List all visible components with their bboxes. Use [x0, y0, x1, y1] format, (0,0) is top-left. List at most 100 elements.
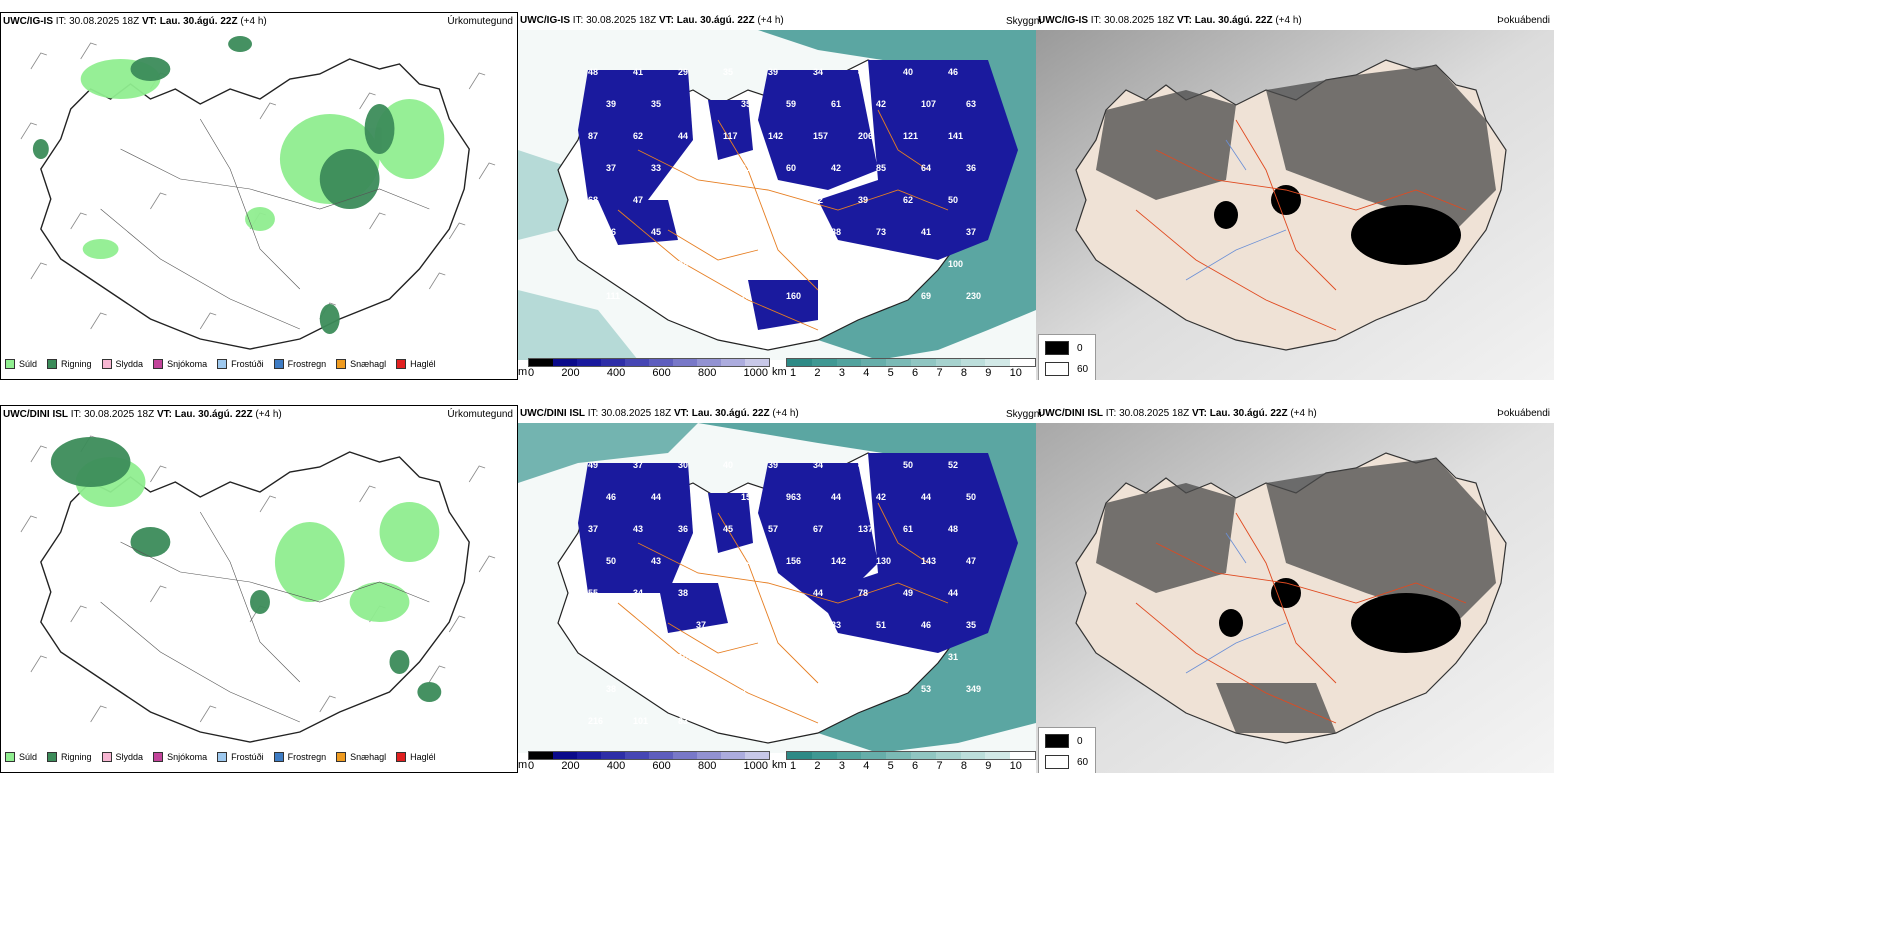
visibility-ticks: 1 2 3 4 5 6 7 8 9 10 — [790, 760, 1022, 772]
cloud-panel-top: UWC/IG-IS IT: 30.08.2025 18Z VT: Lau. 30… — [1036, 12, 1554, 380]
vis-value-label: 85 — [876, 291, 886, 301]
legend-swatch — [336, 359, 347, 369]
vis-value-label: 157 — [813, 131, 828, 141]
legend-item: Frostregn — [273, 752, 326, 762]
vis-value-label: 49 — [903, 588, 913, 598]
vis-value-label: 206 — [858, 131, 873, 141]
vis-value-label: 44 — [948, 588, 958, 598]
height-ticks: 0 200 400 600 800 1000 — [528, 367, 768, 379]
legend-item: Súld — [5, 752, 37, 762]
vis-value-label: 43 — [633, 524, 643, 534]
vis-value-label: 33 — [741, 684, 751, 694]
cloud-map — [1036, 423, 1554, 773]
vis-value-label: 37 — [696, 620, 706, 630]
vis-value-label: 46 — [921, 620, 931, 630]
legend-item: Frostúði — [217, 752, 264, 762]
road-lines — [617, 502, 949, 724]
vis-value-label: 142 — [768, 131, 783, 141]
legend-swatch — [1045, 734, 1069, 748]
vis-value-label: 349 — [966, 684, 981, 694]
vis-value-label: 64 — [921, 163, 931, 173]
vis-value-label: 36 — [606, 227, 616, 237]
vis-value-label: 52 — [903, 259, 913, 269]
vis-value-label: 117 — [723, 131, 738, 141]
height-unit: m — [518, 759, 528, 771]
vis-value-label: 50 — [948, 195, 958, 205]
vis-value-labels: 48 41 29 35 39 34 40 40 46 39 35 45 35 59 61 42 107 63 87 6… — [588, 67, 981, 301]
vis-value-label: 43 — [768, 259, 778, 269]
vis-value-label: 60 — [786, 163, 796, 173]
cloud-panel-bottom: UWC/DINI ISL IT: 30.08.2025 18Z VT: Lau.… — [1036, 405, 1554, 773]
road-lines — [100, 118, 430, 330]
vis-value-label: 73 — [876, 227, 886, 237]
visibility-colorbar-cells — [786, 751, 1036, 760]
vis-value-label: 34 — [903, 652, 913, 662]
vis-value-label: 43 — [858, 460, 868, 470]
vis-value-label: 44 — [921, 492, 931, 502]
vis-value-label: 78 — [858, 588, 868, 598]
vis-value-label: 63 — [966, 99, 976, 109]
visibility-colorbar: km 1 2 3 4 5 6 7 8 9 10 — [772, 751, 1036, 772]
vis-value-label: 34 — [633, 588, 643, 598]
precip-areas — [80, 59, 445, 259]
vis-value-label: 334 — [786, 684, 801, 694]
iceland-outline — [40, 58, 470, 350]
low-cloud-areas — [578, 453, 1018, 653]
vis-value-label: 160 — [786, 291, 801, 301]
fog-sea-west — [518, 150, 638, 360]
vis-value-label: 46 — [948, 67, 958, 77]
precip-map — [20, 36, 496, 350]
vis-value-label: 35 — [966, 620, 976, 630]
vis-value-label: 34 — [813, 67, 823, 77]
vis-value-label: 57 — [768, 524, 778, 534]
vis-value-label: 50 — [903, 460, 913, 470]
vis-value-label: 50 — [966, 492, 976, 502]
legend-swatch — [336, 752, 347, 762]
road-lines — [1135, 119, 1467, 331]
vis-value-label: 61 — [741, 163, 751, 173]
vis-value-label: 47 — [633, 195, 643, 205]
legend-swatch — [47, 359, 58, 369]
legend-item: Snjókoma — [153, 752, 207, 762]
vis-value-label: 81 — [858, 652, 868, 662]
rain-areas — [32, 36, 395, 334]
vis-value-label: 45 — [651, 227, 661, 237]
vis-value-label: 72 — [741, 291, 751, 301]
vis-value-label: 42 — [876, 99, 886, 109]
road-lines — [100, 511, 430, 723]
legend-item: Súld — [5, 359, 37, 369]
vis-value-label: 32 — [813, 195, 823, 205]
legend-swatch — [5, 752, 15, 762]
vis-value-label: 216 — [588, 716, 603, 726]
vis-value-label: 61 — [903, 524, 913, 534]
cloud-legend: 0 60 — [1038, 334, 1096, 380]
vis-value-label: 95 — [786, 227, 796, 237]
vis-value-label: 42 — [831, 163, 841, 173]
vis-value-label: 48 — [588, 67, 598, 77]
vis-value-label: 39 — [768, 195, 778, 205]
precip-legend: Súld Rigning Slydda Snjókoma Frostúði Fr… — [5, 359, 436, 369]
vis-value-label: 36 — [696, 684, 706, 694]
vis-value-label: 45 — [696, 99, 706, 109]
vis-value-label: 33 — [651, 163, 661, 173]
vis-value-label: 44 — [651, 492, 661, 502]
visibility-unit: km — [772, 759, 787, 771]
vis-value-label: 34 — [723, 259, 733, 269]
visibility-colorbar: km 1 2 3 4 5 6 7 8 9 10 — [772, 358, 1036, 379]
vis-value-label: 37 — [633, 460, 643, 470]
vis-value-label: 141 — [948, 131, 963, 141]
road-lines — [1135, 512, 1467, 724]
legend-swatch — [153, 359, 164, 369]
vis-value-label: 44 — [678, 131, 688, 141]
vis-value-label: 150 — [741, 492, 756, 502]
fog-sea — [698, 423, 1036, 753]
vis-value-label: 45 — [696, 492, 706, 502]
legend-item: Haglél — [396, 359, 436, 369]
legend-item: Snjókoma — [153, 359, 207, 369]
vis-value-label: 58 — [588, 652, 598, 662]
vis-value-label: 100 — [948, 259, 963, 269]
vis-value-label: 84 — [831, 291, 841, 301]
legend-swatch — [1045, 362, 1069, 376]
panel-title: UWC/IG-IS IT: 30.08.2025 18Z VT: Lau. 30… — [1038, 15, 1302, 26]
vis-value-label: 107 — [921, 99, 936, 109]
